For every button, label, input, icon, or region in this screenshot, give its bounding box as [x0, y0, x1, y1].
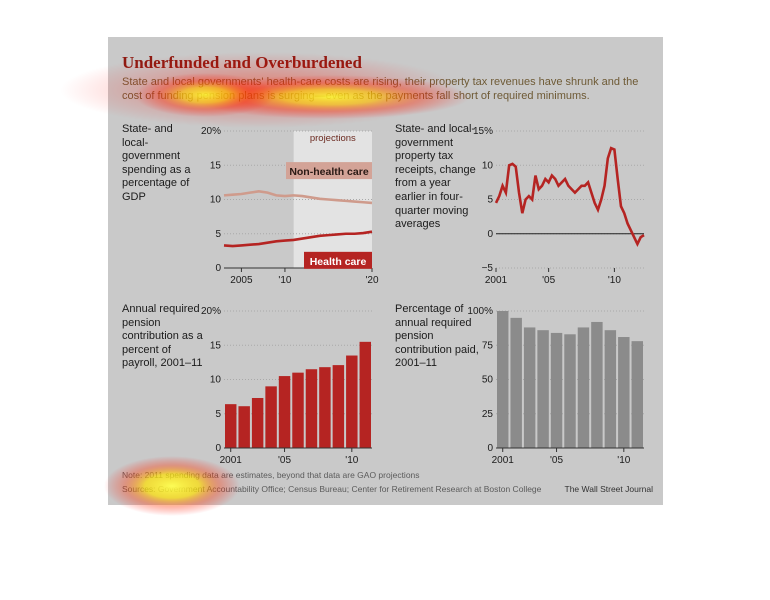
y-tick-label: 0: [487, 443, 493, 454]
bar: [618, 337, 630, 448]
bar: [278, 376, 291, 448]
bar: [537, 330, 549, 448]
health-care-label: Health care: [310, 256, 367, 268]
bar: [265, 386, 277, 448]
y-tick-label: 0: [487, 229, 493, 240]
spending-chart-label: State- and local-government spending as …: [122, 123, 191, 203]
y-tick-label: 5: [215, 409, 221, 420]
bar: [292, 372, 304, 448]
y-tick-label: 100%: [467, 306, 493, 317]
infographic-panel: Underfunded and Overburdened State and l…: [108, 37, 663, 505]
footnote: Note: 2011 spending data are estimates, …: [122, 470, 420, 480]
property-tax-chart-label: State- and local-government property tax…: [395, 123, 476, 231]
y-tick-label: 10: [210, 195, 222, 206]
bar: [238, 406, 250, 448]
non-health-care-line: [223, 189, 373, 205]
x-tick-label: '10: [345, 455, 358, 466]
bar: [359, 341, 371, 448]
y-tick-label: −5: [482, 263, 494, 274]
y-tick-label: 50: [482, 375, 494, 386]
y-tick-label: 20%: [201, 126, 221, 137]
bar: [319, 367, 331, 448]
y-tick-label: 0: [215, 443, 221, 454]
bar: [564, 334, 576, 448]
bar: [591, 321, 603, 448]
y-tick-label: 0: [215, 263, 221, 274]
x-tick-label: '10: [617, 455, 630, 466]
bar: [225, 404, 237, 448]
bar: [305, 369, 318, 448]
infographic-subtitle: State and local governments' health-care…: [122, 76, 639, 102]
y-tick-label: 10: [210, 375, 222, 386]
projections-annotation: projections: [310, 133, 356, 144]
health-care-line: [223, 230, 373, 248]
bar: [510, 317, 522, 448]
y-tick-label: 5: [215, 229, 221, 240]
non-health-care-label: Non-health care: [289, 166, 369, 178]
bar: [497, 311, 509, 448]
bar: [550, 332, 563, 448]
y-tick-label: 10: [482, 160, 494, 171]
bar: [577, 327, 590, 448]
y-tick-label: 5: [487, 195, 493, 206]
bar: [332, 365, 345, 448]
x-tick-label: 2001: [485, 275, 508, 286]
x-tick-label: '05: [278, 455, 291, 466]
y-tick-label: 15: [210, 160, 222, 171]
property-tax-line: [494, 146, 645, 248]
publication-credit: The Wall Street Journal: [564, 484, 654, 494]
x-tick-label: '05: [542, 275, 555, 286]
x-tick-label: 2001: [492, 455, 515, 466]
infographic-title: Underfunded and Overburdened: [122, 53, 362, 72]
bar: [604, 330, 617, 448]
x-tick-label: '10: [278, 275, 291, 286]
x-tick-label: '05: [550, 455, 563, 466]
non-health-care-label-box: [286, 162, 372, 180]
pension-contribution-chart-label: Annual required pension contribution as …: [122, 303, 203, 370]
spending-gdp-chart: projections 20% 15 10 5 0 2005 '10 '20 Non-health…: [201, 126, 379, 286]
bar: [251, 397, 264, 448]
x-tick-label: '20: [365, 275, 378, 286]
bar: [346, 355, 358, 448]
y-tick-label: 20%: [201, 306, 221, 317]
y-tick-label: 15%: [473, 126, 493, 137]
y-tick-label: 25: [482, 409, 494, 420]
bar: [631, 341, 643, 448]
x-tick-label: '10: [608, 275, 621, 286]
bar: [523, 327, 536, 448]
x-tick-label: 2001: [220, 455, 243, 466]
source-line: Sources: Government Accountability Offic…: [122, 484, 542, 494]
pension-paid-chart-label: Percentage of annual required pension co…: [395, 303, 479, 370]
y-tick-label: 75: [482, 340, 494, 351]
x-tick-label: 2005: [230, 275, 253, 286]
health-care-label-box: [304, 251, 372, 269]
y-tick-label: 15: [210, 340, 222, 351]
